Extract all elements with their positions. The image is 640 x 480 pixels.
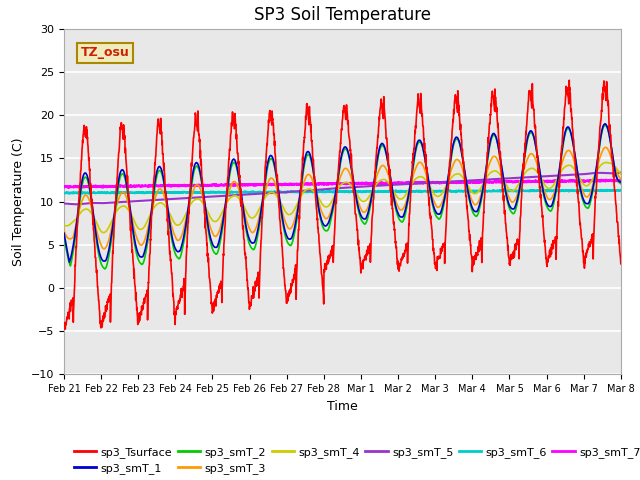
Legend: sp3_Tsurface, sp3_smT_1, sp3_smT_2, sp3_smT_3, sp3_smT_4, sp3_smT_5, sp3_smT_6, : sp3_Tsurface, sp3_smT_1, sp3_smT_2, sp3_… xyxy=(70,442,640,479)
Y-axis label: Soil Temperature (C): Soil Temperature (C) xyxy=(12,137,26,266)
Title: SP3 Soil Temperature: SP3 Soil Temperature xyxy=(254,6,431,24)
Text: TZ_osu: TZ_osu xyxy=(81,47,129,60)
X-axis label: Time: Time xyxy=(327,400,358,413)
